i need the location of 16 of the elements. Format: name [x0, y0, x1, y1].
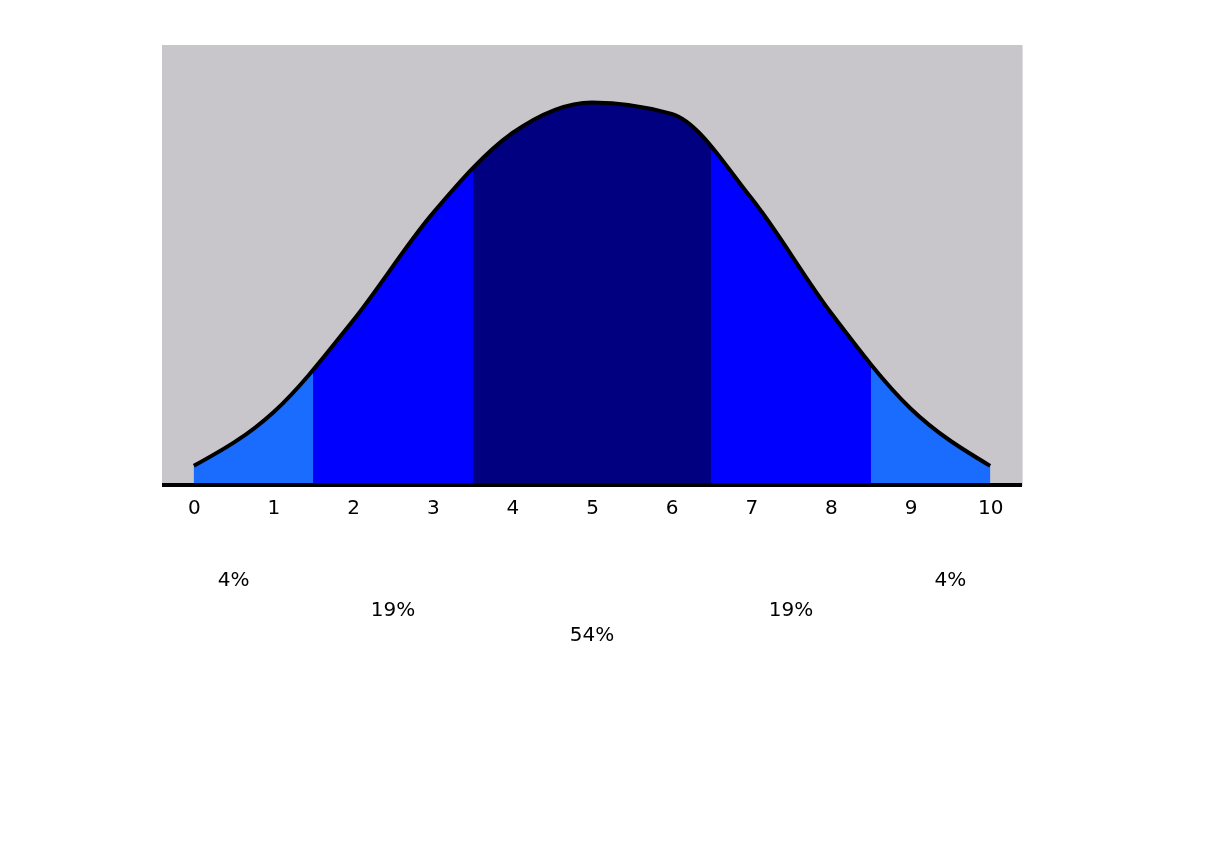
x-tick-label: 8 [825, 494, 838, 519]
text: 19% [768, 597, 814, 621]
x-tick-label: 6 [665, 494, 679, 519]
x-tick-label: 5 [586, 494, 599, 519]
text: 54% [569, 622, 615, 646]
x-tick-label: 3 [426, 494, 440, 519]
text: 4% [934, 567, 967, 591]
x-tick-label: 9 [904, 494, 918, 519]
x-tick-label: 4 [506, 494, 520, 519]
text: 4% [217, 567, 250, 591]
x-tick-label: 7 [745, 494, 759, 519]
text: 19% [370, 597, 416, 621]
x-tick-label: 2 [347, 494, 360, 519]
x-tick-label: 1 [267, 494, 281, 519]
x-tick-label: 10 [977, 494, 1004, 519]
x-tick-label: 0 [187, 494, 201, 519]
